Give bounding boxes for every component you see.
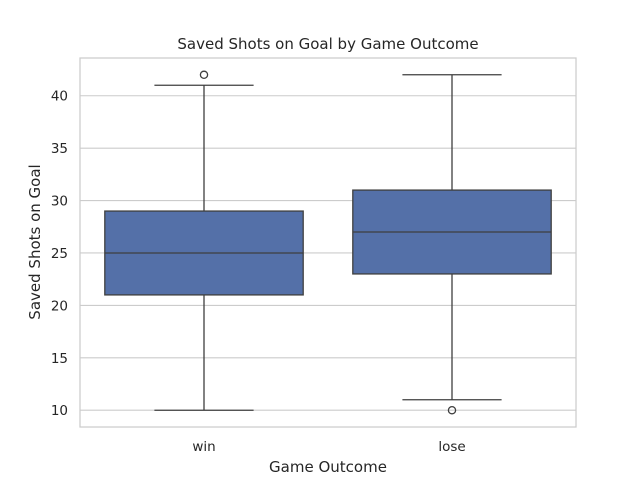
y-tick-label: 15 bbox=[51, 351, 68, 367]
y-axis-label: Saved Shots on Goal bbox=[26, 164, 44, 319]
x-axis-label: Game Outcome bbox=[269, 458, 387, 476]
y-tick-labels: 10 15 20 25 30 35 40 bbox=[51, 89, 68, 419]
y-tick-label: 10 bbox=[51, 403, 68, 419]
y-tick-label: 20 bbox=[51, 298, 68, 314]
y-tick-label: 25 bbox=[51, 246, 68, 262]
chart-title: Saved Shots on Goal by Game Outcome bbox=[177, 35, 478, 53]
box-plots bbox=[104, 70, 552, 415]
y-tick-label: 40 bbox=[51, 89, 68, 105]
outlier-point bbox=[447, 405, 457, 415]
x-tick-labels: win lose bbox=[192, 439, 465, 455]
x-tick-label: win bbox=[192, 439, 215, 455]
outlier-point bbox=[199, 70, 209, 80]
y-tick-label: 35 bbox=[51, 141, 68, 157]
plot-area-frame bbox=[79, 57, 577, 428]
x-tick-label: lose bbox=[438, 439, 465, 455]
y-tick-label: 30 bbox=[51, 194, 68, 210]
